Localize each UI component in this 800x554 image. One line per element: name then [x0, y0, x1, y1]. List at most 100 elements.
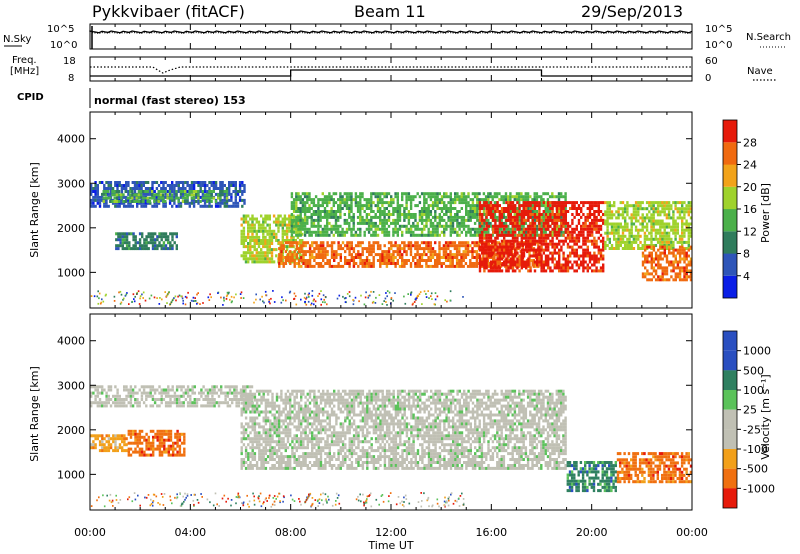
heatmap-cell [394, 195, 397, 199]
heatmap-cell [558, 254, 561, 258]
heatmap-cell [105, 181, 108, 184]
heatmap-cell [242, 242, 246, 245]
heatmap-cell [676, 210, 679, 214]
heatmap-cell [496, 251, 499, 255]
heatmap-cell [661, 207, 664, 211]
heatmap-speckle [150, 294, 153, 297]
heatmap-cell [665, 247, 669, 250]
heatmap-cell [312, 218, 316, 222]
heatmap-cell [455, 259, 459, 262]
heatmap-cell [164, 187, 167, 190]
heatmap-cell [137, 196, 141, 200]
heatmap-cell [494, 218, 497, 222]
heatmap-speckle [430, 295, 432, 298]
heatmap-cell [138, 247, 142, 251]
heatmap-cell [533, 204, 537, 208]
heatmap-cell [157, 196, 160, 200]
heatmap-cell [190, 198, 194, 202]
heatmap-cell [304, 259, 307, 262]
heatmap-cell [212, 181, 216, 184]
heatmap-cell [553, 263, 556, 267]
heatmap-cell [648, 260, 651, 264]
heatmap-cell [434, 262, 437, 265]
heatmap-cell [264, 235, 267, 239]
heatmap-cell [575, 201, 578, 205]
heatmap-cell [268, 235, 271, 239]
heatmap-cell [143, 247, 146, 251]
heatmap-cell [425, 218, 428, 222]
heatmap-cell [476, 218, 479, 222]
heatmap-cell [268, 248, 271, 252]
heatmap-cell [206, 184, 209, 187]
heatmap-cell [483, 227, 486, 231]
heatmap-cell [436, 221, 439, 225]
heatmap-speckle [384, 297, 387, 300]
heatmap-cell [529, 224, 532, 228]
heatmap-cell [387, 224, 391, 228]
heatmap-cell [683, 254, 686, 258]
heatmap-cell [558, 263, 561, 267]
heatmap-cell [591, 204, 594, 208]
heatmap-cell [136, 241, 140, 245]
heatmap-cell [503, 263, 506, 267]
heatmap-cell [234, 195, 237, 199]
heatmap-speckle [343, 297, 346, 300]
heatmap-cell [262, 229, 265, 233]
heatmap-cell [595, 260, 598, 264]
heatmap-cell [315, 247, 318, 251]
heatmap-cell [249, 257, 252, 261]
heatmap-cell [255, 232, 258, 236]
heatmap-cell [306, 192, 309, 196]
heatmap-cell [569, 207, 572, 210]
heatmap-cell [593, 257, 596, 261]
colorbar-segment [723, 142, 737, 165]
heatmap-cell [427, 215, 430, 219]
heatmap-cell [507, 248, 510, 252]
heatmap-cell [471, 241, 474, 245]
heatmap-cell [573, 260, 576, 264]
heatmap-cell [125, 195, 128, 199]
heatmap-cell [151, 241, 155, 245]
heatmap-cell [255, 229, 258, 233]
heatmap-cell [251, 260, 254, 264]
heatmap-cell [672, 222, 675, 226]
heatmap-cell [392, 250, 395, 254]
heatmap-cell [481, 236, 484, 240]
heatmap-cell [370, 218, 373, 222]
heatmap-cell [617, 234, 620, 238]
heatmap-cell [687, 204, 690, 208]
heatmap-cell [144, 190, 147, 193]
heatmap-cell [157, 184, 161, 187]
heatmap-cell [466, 250, 470, 254]
heatmap-cell [626, 240, 629, 244]
heatmap-cell [591, 263, 594, 267]
heatmap-cell [392, 218, 395, 222]
heatmap-cell [549, 207, 552, 210]
heatmap-cell [689, 278, 693, 282]
heatmap-cell [544, 233, 548, 237]
heatmap-cell [447, 247, 450, 251]
heatmap-speckle [207, 296, 210, 299]
heatmap-cell [665, 244, 669, 247]
heatmap-cell [652, 228, 655, 232]
heatmap-cell [136, 247, 140, 251]
heatmap-cell [687, 240, 690, 244]
heatmap-cell [298, 257, 302, 261]
heatmap-cell [264, 245, 267, 249]
heatmap-cell [632, 204, 636, 208]
heatmap-cell [462, 192, 466, 196]
heatmap-cell [128, 232, 131, 236]
heatmap-cell [436, 207, 439, 210]
heatmap-cell [464, 262, 468, 265]
heatmap-cell [354, 244, 358, 248]
heatmap-cell [219, 198, 222, 202]
heatmap-cell [438, 224, 441, 228]
heatmap-cell [630, 225, 633, 229]
heatmap-cell [533, 221, 537, 225]
heatmap-cell [137, 193, 141, 197]
heatmap-cell [431, 221, 435, 225]
heatmap-cell [637, 201, 640, 205]
heatmap-cell [374, 253, 378, 257]
heatmap-cell [551, 218, 554, 222]
heatmap-cell [676, 240, 679, 244]
